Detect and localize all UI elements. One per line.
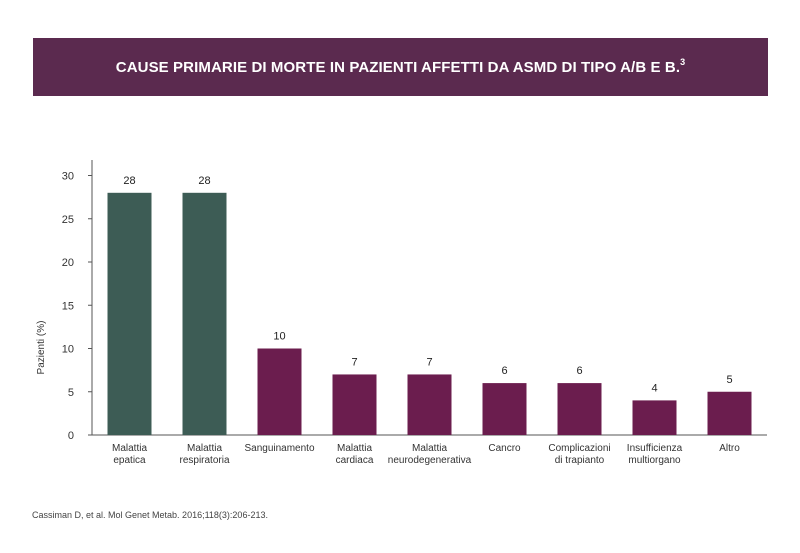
bar	[632, 400, 677, 435]
bar	[407, 374, 452, 435]
x-tick-label: Malattia	[412, 443, 447, 454]
x-tick-label: Malattia	[112, 443, 147, 454]
citation: Cassiman D, et al. Mol Genet Metab. 2016…	[32, 510, 268, 520]
bar	[482, 383, 527, 435]
data-label: 6	[576, 365, 582, 377]
x-tick-label: neurodegenerativa	[388, 455, 472, 466]
title-banner: CAUSE PRIMARIE DI MORTE IN PAZIENTI AFFE…	[33, 38, 768, 96]
x-tick-label: Sanguinamento	[244, 443, 314, 454]
y-axis-label: Pazienti (%)	[36, 321, 47, 375]
x-tick-label: Malattia	[187, 443, 222, 454]
y-tick-label: 0	[68, 430, 74, 442]
bar	[107, 192, 152, 435]
y-tick-label: 15	[62, 300, 74, 312]
data-label: 4	[651, 382, 657, 394]
x-tick-label: Cancro	[488, 443, 521, 454]
data-label: 10	[273, 331, 285, 343]
data-label: 5	[726, 374, 732, 386]
y-tick-label: 5	[68, 387, 74, 399]
x-tick-label: Complicazioni	[548, 443, 610, 454]
bar	[257, 348, 302, 435]
x-tick-label: Insufficienza	[627, 443, 683, 454]
title-footnote-marker: 3	[680, 57, 686, 67]
data-label: 7	[426, 356, 432, 368]
y-tick-label: 30	[62, 171, 74, 183]
bar	[557, 383, 602, 435]
bar	[332, 374, 377, 435]
y-tick-label: 25	[62, 214, 74, 226]
x-tick-label: Altro	[719, 443, 740, 454]
data-label: 7	[351, 356, 357, 368]
x-tick-label: Malattia	[337, 443, 372, 454]
bar	[182, 192, 227, 435]
chart-title: CAUSE PRIMARIE DI MORTE IN PAZIENTI AFFE…	[115, 57, 686, 76]
bar	[707, 391, 752, 435]
y-tick-label: 20	[62, 257, 74, 269]
y-tick-label: 10	[62, 344, 74, 356]
x-tick-label: multiorgano	[628, 455, 681, 466]
x-tick-label: respiratoria	[179, 455, 229, 466]
data-label: 6	[501, 365, 507, 377]
x-tick-label: di trapianto	[555, 455, 605, 466]
x-tick-label: cardiaca	[336, 455, 374, 466]
data-label: 28	[123, 175, 135, 187]
x-tick-label: epatica	[113, 455, 146, 466]
data-label: 28	[198, 175, 210, 187]
